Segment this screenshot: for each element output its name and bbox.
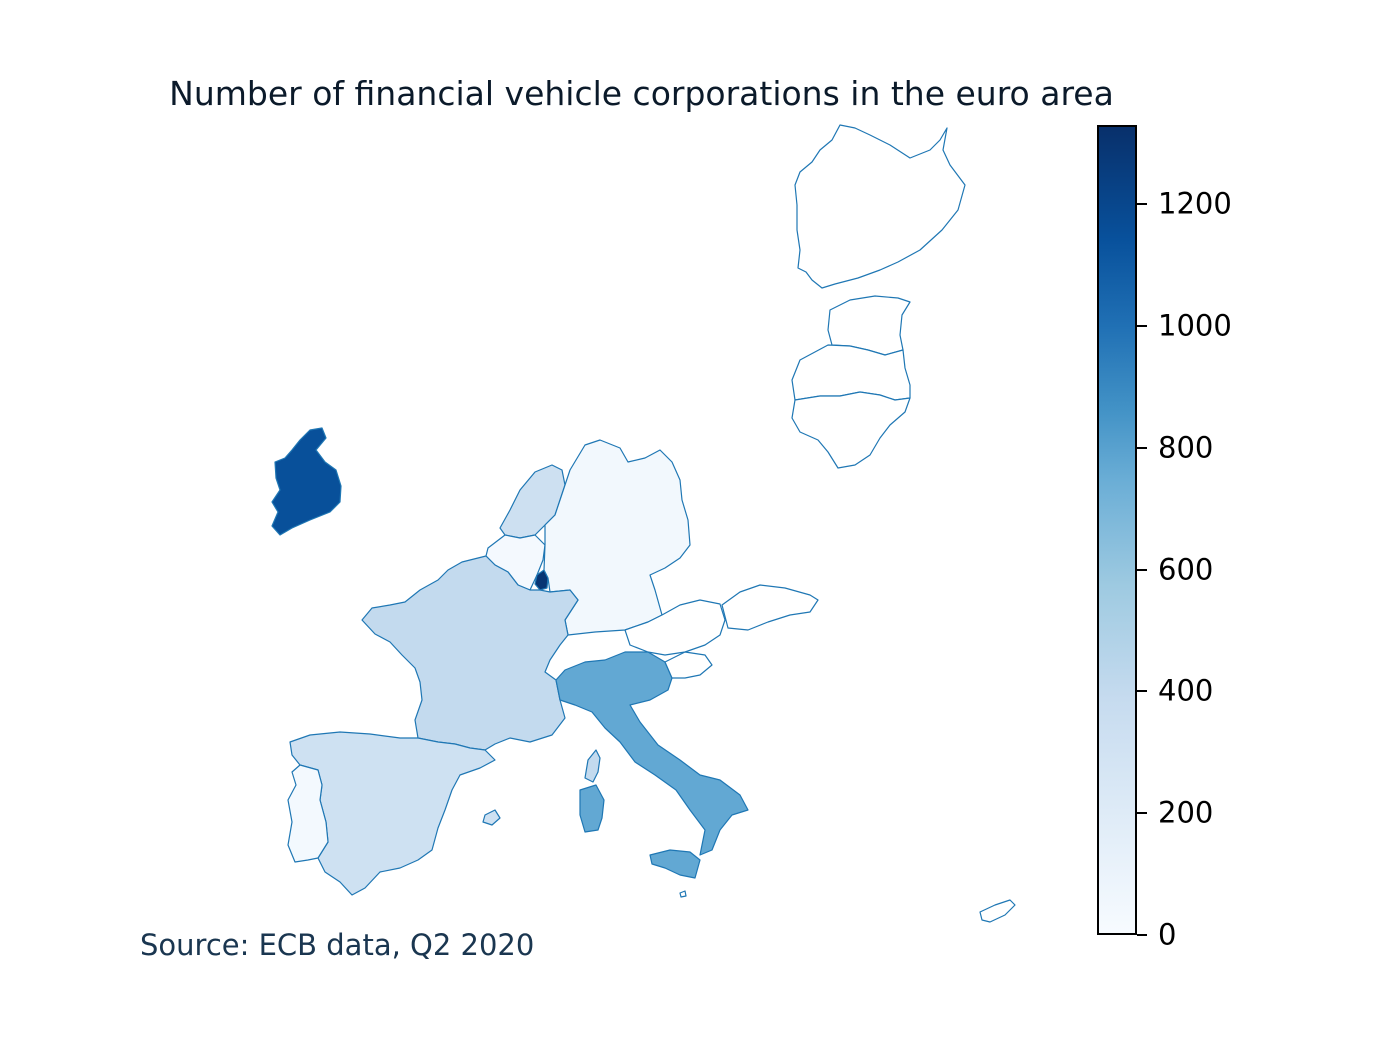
colorbar-tick-label: 1200: [1158, 186, 1232, 221]
colorbar-tick-label: 0: [1158, 917, 1177, 952]
colorbar-tick: [1137, 812, 1147, 815]
source-note: Source: ECB data, Q2 2020: [140, 928, 535, 962]
country-balearic: [482, 809, 501, 826]
colorbar-tick: [1137, 690, 1147, 693]
country-corsica: [584, 749, 601, 783]
colorbar-tick-label: 800: [1158, 430, 1214, 465]
country-austria: [624, 599, 726, 656]
country-sardinia: [579, 784, 605, 833]
country-portugal: [287, 764, 329, 863]
colorbar-tick-label: 1000: [1158, 308, 1232, 343]
country-ireland: [271, 427, 342, 536]
chart-title: Number of financial vehicle corporations…: [169, 74, 1114, 113]
colorbar: [1097, 125, 1137, 935]
colorbar-tick: [1137, 568, 1147, 571]
country-slovakia: [721, 584, 819, 631]
colorbar-tick: [1137, 324, 1147, 327]
colorbar-tick-label: 600: [1158, 552, 1214, 587]
colorbar-tick: [1137, 934, 1147, 936]
country-slovenia: [664, 651, 713, 679]
country-latvia: [791, 344, 911, 401]
country-finland: [794, 124, 966, 289]
country-malta: [679, 890, 687, 898]
colorbar-tick-label: 400: [1158, 673, 1214, 708]
colorbar-tick: [1137, 446, 1147, 449]
country-lithuania: [791, 391, 911, 469]
country-france: [361, 555, 579, 751]
colorbar-tick-label: 200: [1158, 795, 1214, 830]
country-sicily: [649, 849, 701, 879]
colorbar-tick: [1137, 203, 1147, 206]
country-cyprus: [979, 899, 1016, 923]
